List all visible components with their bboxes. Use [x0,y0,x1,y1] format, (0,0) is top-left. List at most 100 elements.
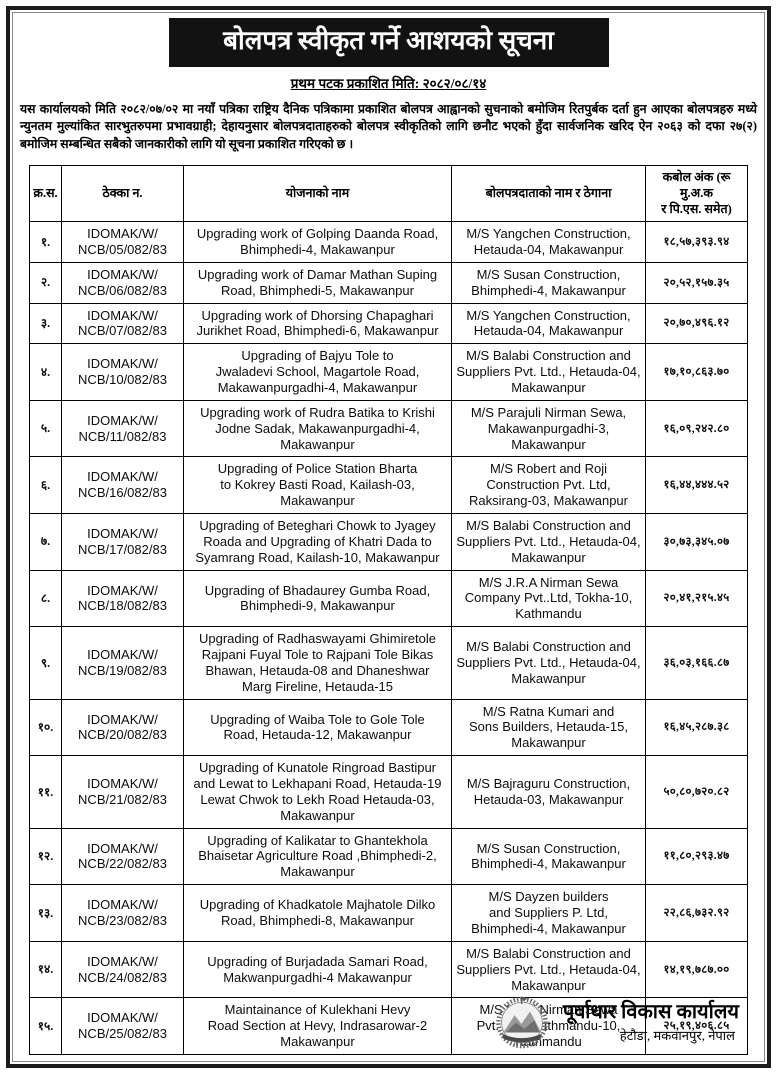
cell-contract: IDOMAK/W/ NCB/07/082/83 [61,302,184,345]
cell-project: Upgrading of Radhaswayami Ghimiretole Ra… [183,626,452,700]
cell-sn: ७. [29,513,62,571]
cell-sn: ९. [29,626,62,700]
cell-project: Upgrading work of Golping Daanda Road, B… [183,221,452,263]
footer-signature-block: पूर्वाधार विकास कार्यालय हेटौडा, मकवानपु… [491,994,739,1050]
cell-bidder: M/S Ratna Kumari and Sons Builders, Heta… [451,698,646,757]
cell-contract: IDOMAK/W/ NCB/24/082/83 [61,940,184,999]
cell-contract: IDOMAK/W/ NCB/20/082/83 [61,698,184,757]
cell-amount: १४,१९,७८७.०० [645,940,748,999]
cell-contract: IDOMAK/W/ NCB/05/082/83 [61,221,184,263]
cell-project: Upgrading of Kalikatar to Ghantekhola Bh… [183,827,452,886]
cell-bidder: M/S Dayzen builders and Suppliers P. Ltd… [451,884,646,942]
cell-bidder: M/S Yangchen Construction, Hetauda-04, M… [451,302,646,345]
org-address: हेटौडा, मकवानपुर, नेपाल [619,1027,735,1043]
tender-table: क्र.स. ठेक्का न. योजनाको नाम बोलपत्रदाता… [29,165,748,1055]
cell-amount: ११,८०,२९३.४७ [645,827,748,886]
table-row: १५. IDOMAK/W/ NCB/25/082/83 Maintainance o… [29,997,748,1055]
cell-project: Upgrading of Kunatole Ringroad Bastipur … [183,755,452,829]
cell-contract: IDOMAK/W/ NCB/23/082/83 [61,884,184,942]
header-bidder-name-address: बोलपत्रदाताको नाम र ठेगाना [451,165,646,223]
cell-bidder: M/S Kunti Nirman Sewa Pvt. Ltd., Kathman… [451,997,646,1055]
cell-amount: १६,४४,४४४.५२ [645,456,748,515]
notice-title: बोलपत्र स्वीकृत गर्ने आशयको सूचना [168,18,609,67]
cell-project: Maintainance of Kulekhani Hevy Road Sect… [183,997,452,1055]
cell-bidder: M/S Susan Construction, Bhimphedi-4, Mak… [451,261,646,304]
cell-amount: २०,४१,२१५.४५ [645,569,748,628]
cell-bidder: M/S Balabi Construction and Suppliers Pv… [451,513,646,571]
cell-sn: १४. [29,940,62,999]
cell-sn: १. [29,221,62,263]
cell-project: Upgrading work of Dhorsing Chapaghari Ju… [183,302,452,345]
tender-table-body: १. IDOMAK/W/ NCB/05/082/83 Upgrading work … [29,221,748,1055]
cell-amount: २५,१९,४०६.८५ [645,997,748,1055]
cell-project: Upgrading of Burjadada Samari Road, Makw… [183,940,452,999]
table-row: ८. IDOMAK/W/ NCB/18/082/83 Upgrading of Bh… [29,569,748,628]
tender-table-header: क्र.स. ठेक्का न. योजनाको नाम बोलपत्रदाता… [29,165,748,223]
cell-project: Upgrading work of Damar Mathan Suping Ro… [183,261,452,304]
table-row: १४. IDOMAK/W/ NCB/24/082/83 Upgrading of B… [29,940,748,999]
table-row: १२. IDOMAK/W/ NCB/22/082/83 Upgrading of K… [29,827,748,886]
cell-bidder: M/S Parajuli Nirman Sewa, Makawanpurgadh… [451,399,646,458]
header-quoted-amount: कबोल अंक (रू मु.अ.क र पि.एस. समेत) [645,165,748,223]
cell-contract: IDOMAK/W/ NCB/25/082/83 [61,997,184,1055]
cell-project: Upgrading of Bhadaurey Gumba Road, Bhimp… [183,569,452,628]
cell-amount: २०,७०,४९६.१२ [645,302,748,345]
cell-sn: १०. [29,698,62,757]
table-row: ३. IDOMAK/W/ NCB/07/082/83 Upgrading work … [29,302,748,345]
cell-sn: १३. [29,884,62,942]
cell-project: Upgrading work of Rudra Batika to Krishi… [183,399,452,458]
published-date-line: प्रथम पटक प्रकाशित मिति: २०८२/०८/१४ [290,75,487,91]
table-row: ९. IDOMAK/W/ NCB/19/082/83 Upgrading of Ra… [29,626,748,700]
cell-contract: IDOMAK/W/ NCB/10/082/83 [61,343,184,401]
cell-amount: १७,१०,८६३.७० [645,343,748,401]
cell-sn: ३. [29,302,62,345]
cell-contract: IDOMAK/W/ NCB/06/082/83 [61,261,184,304]
cell-bidder: M/S Robert and Roji Construction Pvt. Lt… [451,456,646,515]
cell-amount: २२,८६,७३२.९२ [645,884,748,942]
cell-bidder: M/S Balabi Construction and Suppliers Pv… [451,940,646,999]
cell-amount: २०,५२,१५७.३५ [645,261,748,304]
cell-contract: IDOMAK/W/ NCB/22/082/83 [61,827,184,886]
cell-sn: ११. [29,755,62,829]
cell-project: Upgrading of Waiba Tole to Gole Tole Roa… [183,698,452,757]
cell-contract: IDOMAK/W/ NCB/17/082/83 [61,513,184,571]
cell-amount: ३६,०३,१६६.८७ [645,626,748,700]
cell-contract: IDOMAK/W/ NCB/21/082/83 [61,755,184,829]
cell-amount: ५०,८०,७२०.८२ [645,755,748,829]
table-row: ११. IDOMAK/W/ NCB/21/082/83 Upgrading of K… [29,755,748,829]
header-project-name: योजनाको नाम [183,165,452,223]
notice-intro-paragraph: यस कार्यालयको मिति २०८२/०७/०२ मा नयाँ पत… [20,101,757,151]
table-row: १३. IDOMAK/W/ NCB/23/082/83 Upgrading of K… [29,884,748,942]
notice-content: बोलपत्र स्वीकृत गर्ने आशयको सूचना प्रथम … [14,14,763,1060]
cell-amount: १६,४५,२८७.३८ [645,698,748,757]
table-row: ६. IDOMAK/W/ NCB/16/082/83 Upgrading of Po… [29,456,748,515]
cell-sn: १५. [29,997,62,1055]
header-contract-number: ठेक्का न. [61,165,184,223]
header-serial-number: क्र.स. [29,165,62,223]
cell-bidder: M/S Yangchen Construction, Hetauda-04, M… [451,221,646,263]
cell-amount: १८,५७,३९३.९४ [645,221,748,263]
table-row: २. IDOMAK/W/ NCB/06/082/83 Upgrading work … [29,261,748,304]
cell-bidder: M/S Balabi Construction and Suppliers Pv… [451,343,646,401]
cell-contract: IDOMAK/W/ NCB/18/082/83 [61,569,184,628]
cell-contract: IDOMAK/W/ NCB/19/082/83 [61,626,184,700]
cell-project: Upgrading of Beteghari Chowk to Jyagey R… [183,513,452,571]
header-row: क्र.स. ठेक्का न. योजनाको नाम बोलपत्रदाता… [29,165,748,223]
cell-bidder: M/S Bajraguru Construction, Hetauda-03, … [451,755,646,829]
cell-bidder: M/S J.R.A Nirman Sewa Company Pvt..Ltd, … [451,569,646,628]
cell-bidder: M/S Susan Construction, Bhimphedi-4, Mak… [451,827,646,886]
cell-amount: ३०,७३,३४५.०७ [645,513,748,571]
cell-contract: IDOMAK/W/ NCB/11/082/83 [61,399,184,458]
org-text-block: पूर्वाधार विकास कार्यालय हेटौडा, मकवानपु… [563,1001,739,1044]
cell-sn: ६. [29,456,62,515]
cell-project: Upgrading of Khadkatole Majhatole Dilko … [183,884,452,942]
cell-sn: ५. [29,399,62,458]
cell-amount: १६,०९,२४२.८० [645,399,748,458]
table-row: ४. IDOMAK/W/ NCB/10/082/83 Upgrading of Ba… [29,343,748,401]
cell-sn: १२. [29,827,62,886]
government-emblem-icon [496,996,548,1049]
cell-contract: IDOMAK/W/ NCB/16/082/83 [61,456,184,515]
table-row: ५. IDOMAK/W/ NCB/11/082/83 Upgrading work … [29,399,748,458]
cell-bidder: M/S Balabi Construction and Suppliers Pv… [451,626,646,700]
